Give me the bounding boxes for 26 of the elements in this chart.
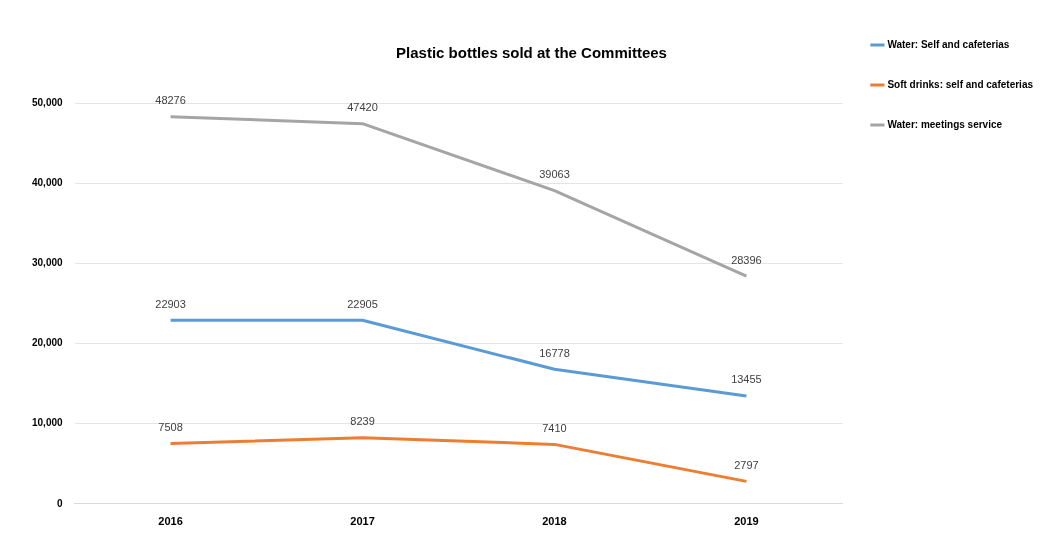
data-label: 2797 [734, 458, 759, 471]
data-label: 47420 [347, 101, 378, 114]
y-tick-label: 20,000 [31, 337, 64, 349]
y-tick-label: 0 [57, 497, 64, 509]
x-tick-label: 2018 [542, 515, 567, 528]
data-label: 8239 [350, 415, 375, 428]
data-label: 7410 [542, 421, 567, 434]
legend-label: Water: Self and cafeterias [887, 38, 1010, 50]
data-label: 28396 [731, 253, 762, 266]
legend-label: Soft drinks: self and cafeterias [887, 78, 1034, 90]
data-label: 39063 [539, 168, 570, 181]
data-label: 16778 [539, 346, 570, 359]
y-tick-label: 10,000 [31, 417, 64, 429]
data-label: 22903 [155, 297, 186, 310]
y-tick-label: 40,000 [31, 176, 64, 188]
data-label: 48276 [155, 94, 186, 107]
y-tick-label: 50,000 [31, 96, 64, 108]
y-tick-label: 30,000 [31, 257, 64, 269]
data-label: 13455 [731, 373, 762, 386]
data-label: 22905 [347, 297, 378, 310]
data-label: 7508 [158, 421, 183, 434]
chart-title: Plastic bottles sold at the Committees [396, 44, 667, 62]
x-tick-label: 2017 [350, 515, 375, 528]
x-tick-label: 2016 [158, 515, 183, 528]
legend-label: Water: meetings service [887, 118, 1003, 130]
x-tick-label: 2019 [734, 515, 759, 528]
